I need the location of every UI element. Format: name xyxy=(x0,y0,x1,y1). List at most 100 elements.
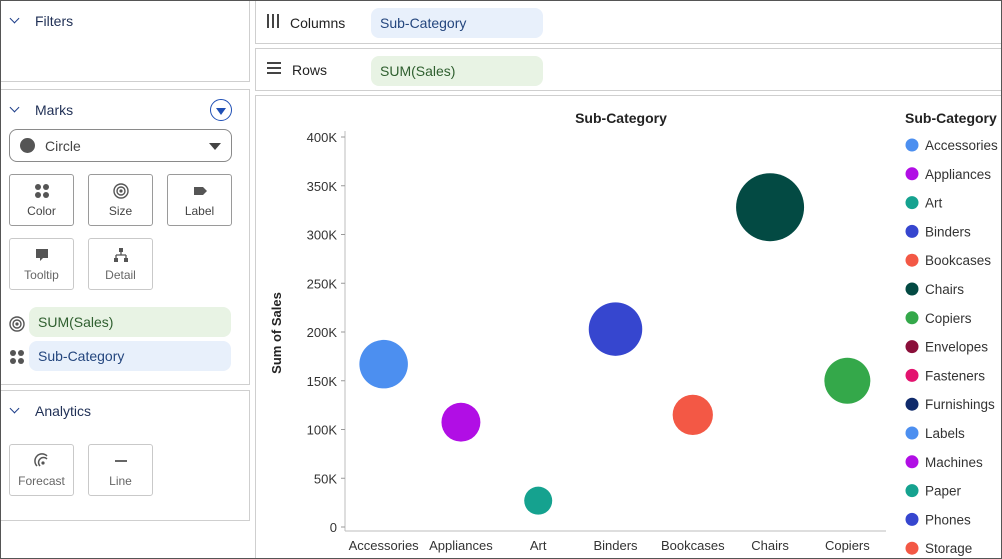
size-tile[interactable]: Size xyxy=(88,174,153,226)
legend-swatch xyxy=(905,167,919,181)
legend-item-label: Machines xyxy=(925,455,983,470)
columns-shelf: Columns Sub-Category xyxy=(255,1,1001,44)
y-tick-label: 100K xyxy=(307,423,338,438)
legend-swatch xyxy=(905,541,919,555)
chart-points xyxy=(359,173,871,515)
marks-section: Marks Circle Color Size xyxy=(1,89,250,385)
dropdown-arrow-icon xyxy=(209,143,221,150)
legend-swatch xyxy=(905,455,919,469)
subcategory-color-pill[interactable]: Sub-Category xyxy=(29,341,231,371)
columns-shelf-label: Columns xyxy=(266,13,345,32)
mark-type-dropdown[interactable]: Circle xyxy=(9,129,232,162)
y-tick-label: 50K xyxy=(314,471,337,486)
y-axis: 0 50K 100K 150K 200K 250K 300K 350K 400K xyxy=(307,130,346,535)
legend-swatch xyxy=(905,512,919,526)
caret-down-icon xyxy=(216,107,226,115)
legend-item-label: Labels xyxy=(925,426,965,441)
legend-item-label: Accessories xyxy=(925,138,998,153)
legend-swatch xyxy=(905,138,919,152)
color-icon xyxy=(34,182,50,200)
size-icon xyxy=(112,182,129,200)
tag-icon xyxy=(192,182,208,200)
legend-item-label: Binders xyxy=(925,224,971,239)
sales-size-pill-label: SUM(Sales) xyxy=(38,314,114,330)
legend-swatch xyxy=(905,282,919,296)
rows-icon xyxy=(266,61,282,78)
chevron-down-icon xyxy=(9,404,23,418)
x-tick-label: Accessories xyxy=(349,538,420,553)
analytics-title: Analytics xyxy=(35,403,92,419)
color-tile[interactable]: Color xyxy=(9,174,74,226)
y-tick-label: 0 xyxy=(330,520,337,535)
legend-item-label: Phones xyxy=(925,512,971,527)
color-tile-label: Color xyxy=(27,204,56,218)
columns-label: Columns xyxy=(290,14,346,31)
legend-title: Sub-Category xyxy=(905,110,997,126)
detail-tile-label: Detail xyxy=(105,268,136,282)
legend-swatch xyxy=(905,426,919,440)
y-axis-label: Sum of Sales xyxy=(269,292,284,374)
x-tick-label: Binders xyxy=(593,538,638,553)
legend-item-label: Fasteners xyxy=(925,368,985,383)
data-point xyxy=(441,402,481,442)
columns-pill-label: Sub-Category xyxy=(380,15,467,31)
rows-label: Rows xyxy=(292,61,328,78)
forecast-icon xyxy=(33,452,50,470)
x-tick-label: Copiers xyxy=(825,538,870,553)
columns-icon xyxy=(266,13,280,32)
x-tick-label: Chairs xyxy=(751,538,789,553)
legend-item-label: Bookcases xyxy=(925,253,991,268)
marks-menu-button[interactable] xyxy=(210,99,232,121)
legend-item-label: Furnishings xyxy=(925,397,995,412)
legend-swatch xyxy=(905,311,919,325)
analytics-header[interactable]: Analytics xyxy=(9,403,91,419)
legend-swatch xyxy=(905,224,919,238)
forecast-tile[interactable]: Forecast xyxy=(9,444,74,496)
columns-pill[interactable]: Sub-Category xyxy=(371,8,543,38)
circle-mark-icon xyxy=(20,138,35,153)
x-tick-label: Art xyxy=(530,538,547,553)
y-tick-label: 350K xyxy=(307,179,338,194)
legend-item-label: Appliances xyxy=(925,167,991,182)
data-point xyxy=(359,339,408,389)
subcategory-color-pill-label: Sub-Category xyxy=(38,348,125,364)
legend-item-label: Storage xyxy=(925,541,972,556)
legend-swatch xyxy=(905,397,919,411)
size-tile-label: Size xyxy=(108,204,133,218)
line-icon xyxy=(113,452,129,470)
filters-header[interactable]: Filters xyxy=(9,13,73,29)
analytics-section: Analytics Forecast Line xyxy=(1,390,250,521)
color-icon xyxy=(9,349,25,365)
sales-size-pill[interactable]: SUM(Sales) xyxy=(29,307,231,337)
rows-pill-label: SUM(Sales) xyxy=(380,63,456,79)
legend-swatch xyxy=(905,253,919,267)
rows-pill[interactable]: SUM(Sales) xyxy=(371,56,543,86)
size-icon xyxy=(9,316,25,332)
chevron-down-icon xyxy=(9,103,23,117)
data-point xyxy=(824,357,871,404)
y-tick-label: 400K xyxy=(307,130,338,145)
label-tile[interactable]: Label xyxy=(167,174,232,226)
y-tick-label: 200K xyxy=(307,325,338,340)
data-point xyxy=(588,302,643,356)
label-tile-label: Label xyxy=(184,204,215,218)
tooltip-tile[interactable]: Tooltip xyxy=(9,238,74,290)
y-tick-label: 250K xyxy=(307,276,338,291)
hierarchy-icon xyxy=(113,246,129,264)
legend-item-label: Chairs xyxy=(925,282,964,297)
legend-item-label: Paper xyxy=(925,484,962,499)
data-point xyxy=(672,394,713,436)
marks-title: Marks xyxy=(35,102,74,118)
chart-area: Sub-Category Sum of Sales 0 50K 100K 150K 20… xyxy=(255,95,1001,558)
legend-swatch xyxy=(905,484,919,498)
line-tile[interactable]: Line xyxy=(88,444,153,496)
marks-header[interactable]: Marks xyxy=(9,102,73,118)
data-point xyxy=(524,486,553,515)
y-tick-label: 150K xyxy=(307,374,338,389)
data-point xyxy=(736,173,805,242)
chart-title: Sub-Category xyxy=(575,110,667,126)
detail-tile[interactable]: Detail xyxy=(88,238,153,290)
x-tick-label: Appliances xyxy=(429,538,493,553)
legend-item-label: Envelopes xyxy=(925,340,988,355)
